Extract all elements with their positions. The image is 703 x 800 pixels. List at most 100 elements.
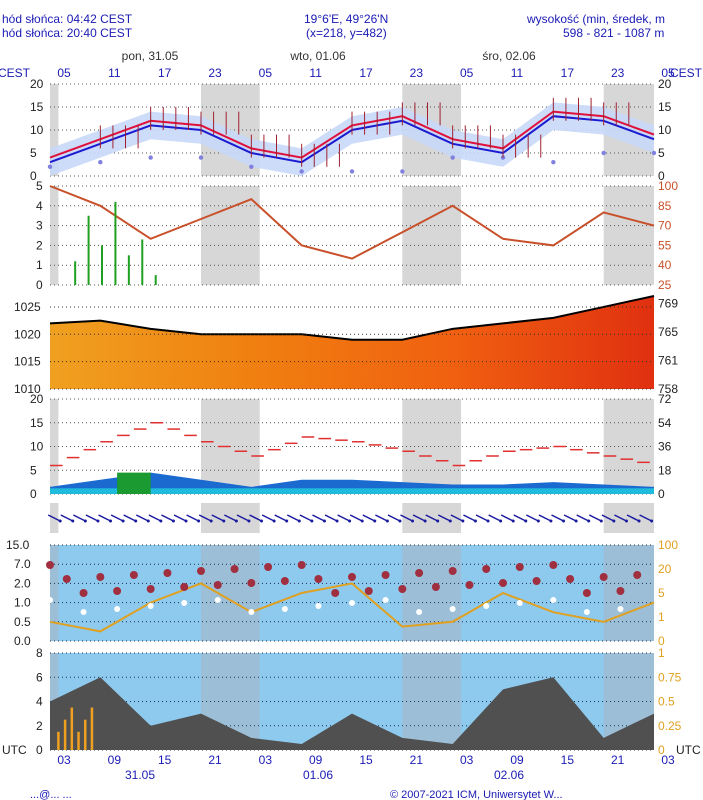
wind-arrow-head [146,519,150,523]
cloud-top-dot [181,600,188,606]
wind-arrow [286,514,300,522]
dew-point-dot [198,155,204,160]
wind-arrow-head [335,519,339,523]
bottom-hour-label: 15 [359,753,373,767]
wind-arrow-head [297,519,301,523]
cloud-top-dot [214,597,221,603]
cloud-base-dot [331,589,340,597]
bottom-day-label: 01.06 [303,768,333,782]
humidity-ytick-right: 85 [658,199,672,213]
cloud-base-dot [398,585,407,593]
cloud-top-dot [47,597,53,603]
bottom-hour-label: 03 [460,753,474,767]
humidity-ytick-right: 40 [658,258,672,272]
wind-arrow-head [524,519,528,523]
bottom-hour-label: 15 [158,753,172,767]
cloud-base-dot [566,575,575,583]
top-tz-right-label: CEST [670,66,703,80]
bottom-hour-label: 15 [561,753,575,767]
wind-arrow [236,514,250,522]
wind-arrow-head [398,519,402,523]
wind-arrow [626,514,640,522]
cloud-top-dot [617,606,624,612]
wind-arrow-head [71,519,75,523]
cloud-base-dot [448,567,457,575]
wind-arrow [538,514,552,522]
wind-arrow [513,514,527,522]
cloud-base-dot [213,581,222,589]
wind-green-block [117,472,151,494]
wind-arrow [614,514,627,522]
wind-arrow [500,514,514,522]
top-hour-label: 11 [309,66,322,80]
wind-arrow [450,514,464,522]
temp-ytick-left: 10 [30,123,44,137]
dew-point-dot [651,150,657,156]
wind-arrow-head [650,519,654,523]
dew-point-dot [450,155,455,160]
bottom-day-label: 31.05 [125,768,155,782]
precip-ytick-left: 3 [36,219,43,233]
bottom-hour-label: 03 [259,753,273,767]
wind-ytick-left: 10 [30,440,44,454]
wind-arrow [349,514,363,522]
night-band [402,399,462,494]
cloud-ytick-right: 0 [658,634,665,648]
temp-ytick-right: 20 [658,77,672,91]
wind-arrow [588,514,602,522]
cloud-base-dot [62,575,71,583]
footer-right: © 2007-2021 ICM, Uniwersytet W... [390,789,563,800]
wind-arrow-head [562,519,566,523]
snow-ytick-left: 2 [36,719,43,733]
wind-arrow [488,514,501,522]
bottom-hour-label: 21 [611,753,625,767]
wind-ytick-right: 18 [658,463,672,477]
top-hour-label: 23 [208,66,222,80]
pressure-ytick-right: 769 [658,297,678,311]
top-hour-label: 11 [108,66,121,80]
cloud-top-dot [449,606,456,612]
dew-point-dot [551,160,556,165]
bottom-tz-left-label: UTC [2,743,27,757]
pressure-ytick-right: 761 [658,354,678,368]
wind-arrow-head [461,519,465,523]
temp-ytick-left: 20 [30,77,44,91]
altitude-label: wysokość (min, średek, m [527,12,666,26]
wind-ytick-left: 5 [30,463,37,477]
cloud-base-dot [549,561,558,569]
wind-arrow [576,514,590,522]
wind-arrow-head [272,519,276,523]
humidity-ytick-right: 100 [658,179,678,193]
cloud-base-dot [79,589,88,597]
cloud-top-dot [315,603,322,609]
dew-point-dot [601,150,606,156]
bottom-hour-label: 21 [410,753,424,767]
wind-arrow [412,514,426,522]
dew-point-dot [47,164,53,169]
humidity-ytick-right: 55 [658,238,672,252]
visibility-line [49,582,655,633]
wind-arrow [249,514,262,522]
wind-arrow-head [385,519,389,523]
pressure-ytick-left: 1010 [14,382,41,396]
wind-ytick-left: 0 [30,487,37,501]
cloud-ytick-right: 20 [658,562,672,576]
wind-arrow [148,514,162,522]
dew-point-dot [98,160,103,165]
wind-arrow [299,514,313,522]
pressure-ytick-left: 1020 [14,327,41,341]
panel-bg [50,503,654,533]
wind-arrow [73,514,86,522]
wind-arrow-head [511,519,515,523]
wind-arrow [110,514,124,522]
cloud-base-dot [247,579,256,587]
wind-arrow-head [222,519,226,523]
wind-arrow-head [58,519,62,523]
wind-arrow-head [574,519,578,523]
night-band [201,545,260,641]
snow-ytick-right: 1 [658,646,665,660]
pressure-ytick-right: 758 [658,382,678,396]
top-hour-label: 17 [561,66,575,80]
wind-arrow [400,514,413,522]
snow-ytick-left: 6 [36,670,43,684]
